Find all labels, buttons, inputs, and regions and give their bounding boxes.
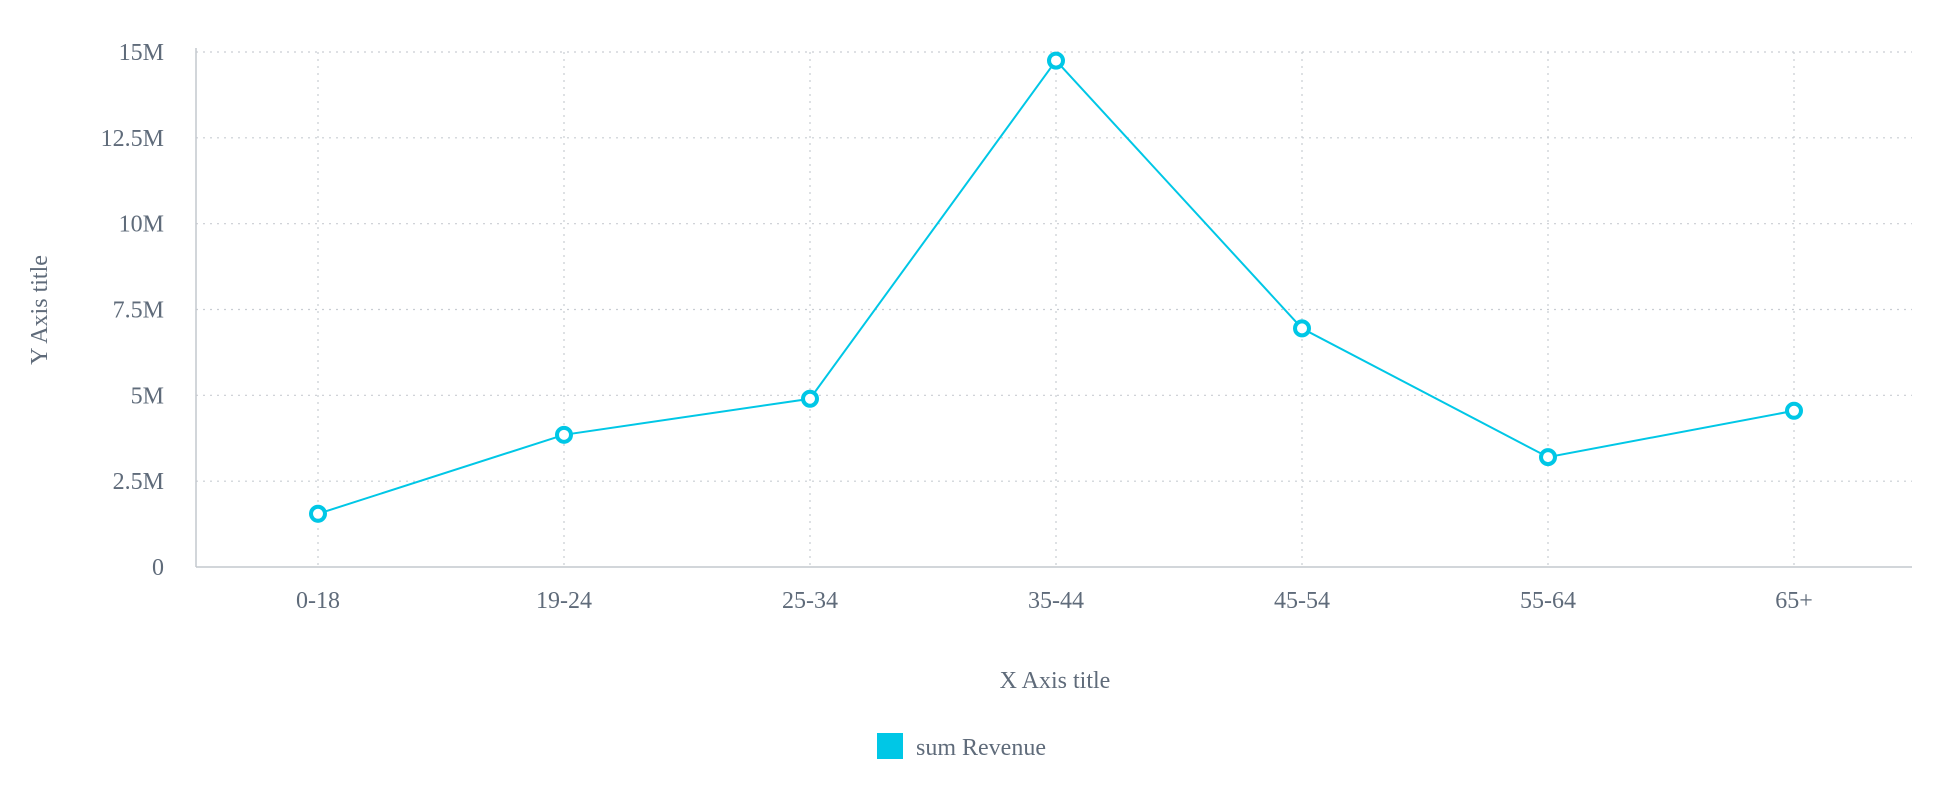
x-tick-label: 45-54	[1274, 588, 1330, 614]
x-tick-label: 55-64	[1520, 588, 1576, 614]
data-point[interactable]	[557, 428, 571, 442]
x-axis-ticks: 0-18 19-24 25-34 35-44 45-54 55-64 65+	[296, 588, 1813, 614]
x-tick-label: 65+	[1775, 588, 1813, 614]
x-tick-label: 0-18	[296, 588, 340, 614]
x-tick-label: 25-34	[782, 588, 838, 614]
y-axis-ticks: 0 2.5M 5M 7.5M 10M 12.5M 15M	[101, 40, 164, 581]
y-tick-label: 0	[152, 555, 164, 581]
legend-label[interactable]: sum Revenue	[916, 735, 1046, 761]
data-point[interactable]	[1049, 54, 1063, 68]
data-point[interactable]	[803, 392, 817, 406]
data-point[interactable]	[1295, 321, 1309, 335]
grid-lines	[196, 52, 1912, 567]
y-tick-label: 10M	[119, 212, 164, 238]
axes	[196, 48, 1912, 567]
legend[interactable]: sum Revenue	[877, 733, 1046, 761]
y-tick-label: 5M	[131, 383, 164, 409]
x-tick-label: 35-44	[1028, 588, 1084, 614]
legend-swatch[interactable]	[877, 733, 903, 759]
data-point[interactable]	[311, 507, 325, 521]
y-tick-label: 7.5M	[113, 298, 164, 324]
y-axis-title: Y Axis title	[27, 255, 53, 365]
x-tick-label: 19-24	[536, 588, 592, 614]
y-tick-label: 15M	[119, 40, 164, 66]
y-tick-label: 12.5M	[101, 126, 164, 152]
x-axis-title: X Axis title	[1000, 668, 1111, 694]
data-point[interactable]	[1787, 404, 1801, 418]
data-point[interactable]	[1541, 450, 1555, 464]
y-tick-label: 2.5M	[113, 469, 164, 495]
